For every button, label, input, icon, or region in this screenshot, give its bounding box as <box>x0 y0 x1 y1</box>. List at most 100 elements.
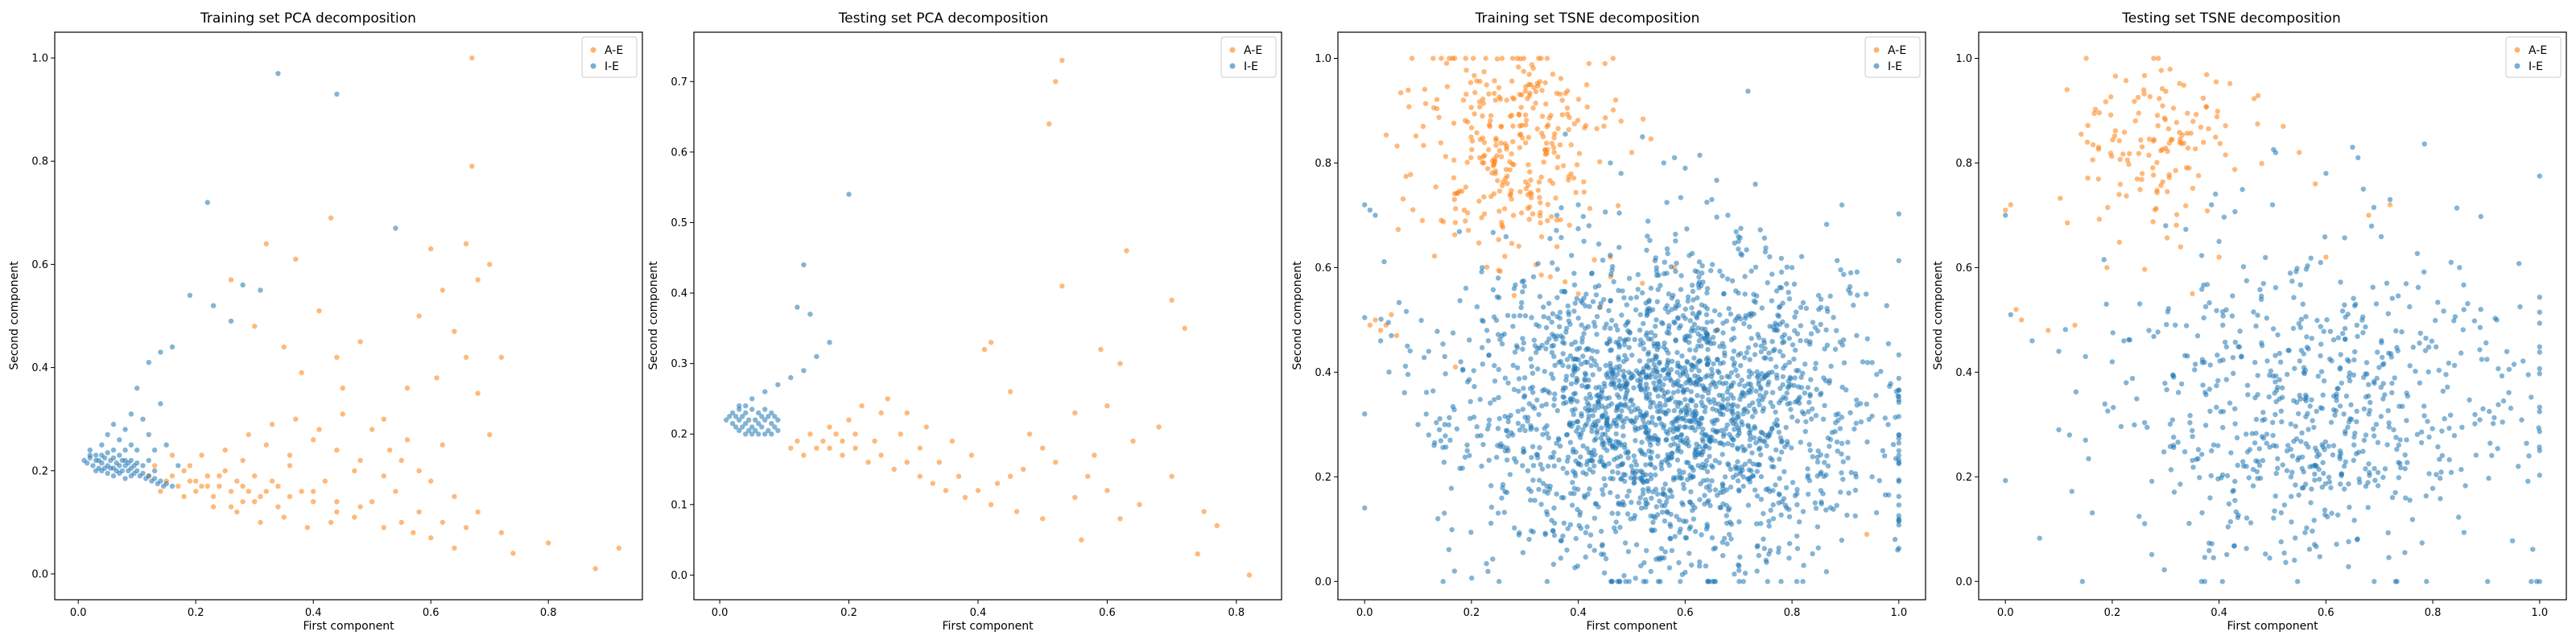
data-point <box>1546 486 1553 493</box>
data-point <box>2294 579 2301 584</box>
data-point <box>2177 80 2182 86</box>
data-point <box>1675 360 1681 366</box>
data-point <box>1543 101 1549 107</box>
data-point <box>1653 556 1659 562</box>
data-point <box>151 476 158 481</box>
data-point <box>2537 344 2542 349</box>
data-point <box>1757 227 1763 233</box>
data-point <box>469 55 475 61</box>
data-point <box>2396 403 2402 409</box>
data-point <box>217 483 222 489</box>
data-point <box>1789 445 1794 451</box>
data-point <box>1697 497 1703 502</box>
data-point <box>2419 540 2425 546</box>
data-point <box>2166 140 2173 146</box>
data-point <box>1701 386 1707 391</box>
data-point <box>1686 526 1692 531</box>
plot-frame <box>693 31 1282 601</box>
data-point <box>1791 382 1797 389</box>
data-point <box>1619 417 1625 423</box>
data-point <box>1808 377 1814 382</box>
data-point <box>452 545 457 551</box>
data-point <box>1539 88 1545 93</box>
data-point <box>2477 417 2483 423</box>
data-point <box>2255 121 2260 127</box>
data-point <box>1517 530 1522 535</box>
data-point <box>2407 303 2413 310</box>
data-point <box>2343 428 2348 434</box>
data-point <box>1815 448 1821 454</box>
x-tick-label: 0.6 <box>1677 607 1694 619</box>
data-point <box>2351 295 2356 301</box>
data-point <box>788 445 794 451</box>
data-point <box>994 481 1001 486</box>
data-point <box>1596 405 1601 411</box>
data-point <box>1702 493 1707 498</box>
data-point <box>1775 312 1781 318</box>
data-point <box>2367 469 2372 476</box>
data-point <box>1626 405 1632 411</box>
data-point <box>762 407 768 412</box>
data-point <box>1711 397 1717 402</box>
data-point <box>1704 286 1711 291</box>
x-axis-label: First component <box>303 620 394 633</box>
data-point <box>357 457 363 464</box>
data-point <box>1806 399 1812 405</box>
data-point <box>1505 380 1511 386</box>
data-point <box>1447 56 1452 61</box>
data-point <box>1584 104 1591 110</box>
data-point <box>2524 440 2529 446</box>
data-point <box>1419 217 1426 224</box>
data-point <box>1680 313 1686 319</box>
data-point <box>1768 399 1773 406</box>
legend-marker <box>1229 63 1236 69</box>
data-point <box>169 483 175 489</box>
data-point <box>1769 426 1775 431</box>
points-layer <box>723 57 1253 578</box>
data-point <box>743 403 749 409</box>
data-point <box>1528 497 1534 503</box>
data-point <box>1882 492 1889 497</box>
data-point <box>1834 439 1840 445</box>
data-point <box>762 417 768 423</box>
data-point <box>1652 527 1657 533</box>
data-point <box>1740 474 1747 480</box>
data-point <box>1686 443 1692 448</box>
data-point <box>1560 394 1566 400</box>
data-point <box>1485 147 1492 153</box>
data-point <box>1752 423 1757 430</box>
data-point <box>304 525 311 530</box>
data-point <box>2537 444 2542 450</box>
data-point <box>1694 411 1699 416</box>
data-point <box>2227 80 2233 87</box>
data-point <box>1608 489 1613 496</box>
data-point <box>1544 124 1550 130</box>
data-point <box>151 463 158 469</box>
data-point <box>2175 440 2181 445</box>
data-point <box>463 241 469 246</box>
data-point <box>2459 424 2465 430</box>
data-point <box>733 414 739 419</box>
data-point <box>1806 409 1811 415</box>
data-point <box>2461 282 2467 288</box>
data-point <box>1778 269 1785 275</box>
data-point <box>2375 469 2381 476</box>
data-point <box>2456 514 2462 520</box>
data-point <box>1558 76 1564 81</box>
data-point <box>1882 453 1888 459</box>
data-point <box>1539 130 1545 136</box>
data-point <box>1784 264 1790 270</box>
data-point <box>1647 374 1653 381</box>
data-point <box>1373 317 1378 323</box>
data-point <box>1659 320 1665 325</box>
data-point <box>2300 301 2306 307</box>
data-point <box>2216 254 2222 260</box>
data-point <box>1646 448 1652 454</box>
data-point <box>872 438 877 444</box>
data-point <box>2433 317 2438 324</box>
data-point <box>2277 359 2284 365</box>
data-point <box>1686 340 1692 345</box>
data-point <box>114 468 119 473</box>
data-point <box>2375 349 2380 355</box>
data-point <box>1776 429 1782 436</box>
